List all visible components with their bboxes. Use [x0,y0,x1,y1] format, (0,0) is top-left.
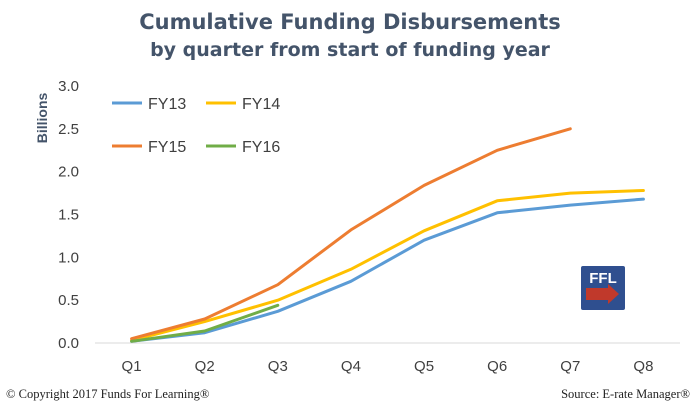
logo-arrow [586,284,619,304]
y-tick-label: 2.5 [58,121,79,138]
legend-label-fy13: FY13 [148,96,186,113]
series-line-fy16 [130,303,280,343]
x-tick-label: Q6 [487,358,507,375]
chart-title: Cumulative Funding Disbursements [139,10,561,34]
y-tick-label: 2.0 [58,164,79,181]
legend-label-fy14: FY14 [242,96,280,113]
x-tick-label: Q8 [633,358,653,375]
legend-label-fy16: FY16 [242,139,280,156]
y-tick-label: 3.0 [58,78,79,95]
source-note: Source: E-rate Manager® [561,387,690,401]
x-tick-label: Q4 [341,358,361,375]
logo-text: FFL [589,270,617,287]
y-tick-label: 0.0 [58,335,79,352]
x-tick-label: Q2 [195,358,215,375]
x-tick-label: Q7 [560,358,580,375]
y-tick-label: 1.0 [58,249,79,266]
copyright-notice: © Copyright 2017 Funds For Learning® [6,387,210,401]
y-tick-label: 0.5 [58,292,79,309]
x-tick-label: Q1 [122,358,142,375]
series-line-fy13 [130,197,645,343]
chart-title-block: Cumulative Funding Disbursements by quar… [0,8,700,64]
x-tick-label: Q3 [268,358,288,375]
x-tick-label: Q5 [414,358,434,375]
ffl-logo: FFL [581,266,625,310]
y-axis-title: Billions [34,93,50,144]
series-line-fy15 [130,127,572,341]
y-tick-label: 1.5 [58,207,79,224]
legend-label-fy15: FY15 [148,139,186,156]
chart-subtitle: by quarter from start of funding year [150,39,550,61]
series-line-fy14 [130,189,645,342]
